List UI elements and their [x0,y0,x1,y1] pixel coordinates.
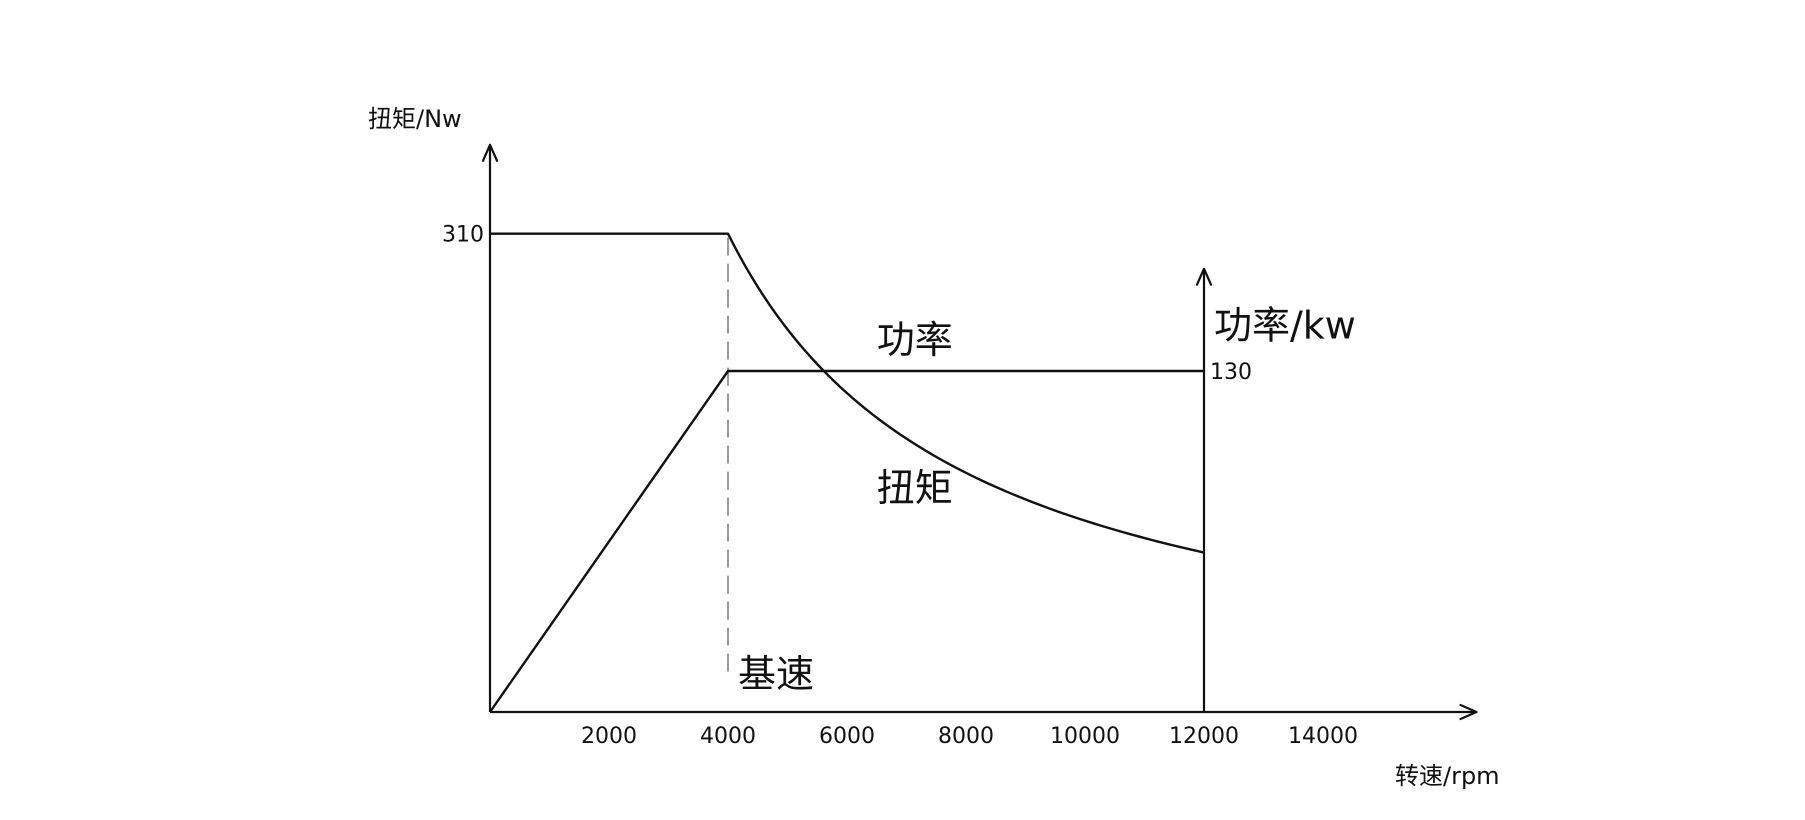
base-speed-label: 基速 [738,652,814,696]
x-axis-arrow [1459,703,1478,721]
power-line [489,369,1204,713]
x-tick-label: 14000 [1288,724,1358,749]
left-tick-label: 310 [442,223,484,248]
torque-series-label: 扭矩 [877,466,953,510]
right-axis-title: 功率/kw [1214,304,1356,348]
x-tick-label: 10000 [1050,724,1120,749]
left-axis-arrow [481,143,499,162]
x-tick-label: 12000 [1169,724,1239,749]
x-tick-label: 2000 [581,724,637,749]
x-axis-title: 转速/rpm [1395,762,1500,790]
right-axis-arrow [1195,267,1213,286]
right-tick-label: 130 [1210,360,1252,385]
x-tick-label: 8000 [938,724,994,749]
x-tick-label: 6000 [819,724,875,749]
power-series-label: 功率 [877,318,953,362]
x-tick-label: 4000 [700,724,756,749]
left-axis-title: 扭矩/Nw [368,105,462,133]
torque-line [490,232,1205,554]
